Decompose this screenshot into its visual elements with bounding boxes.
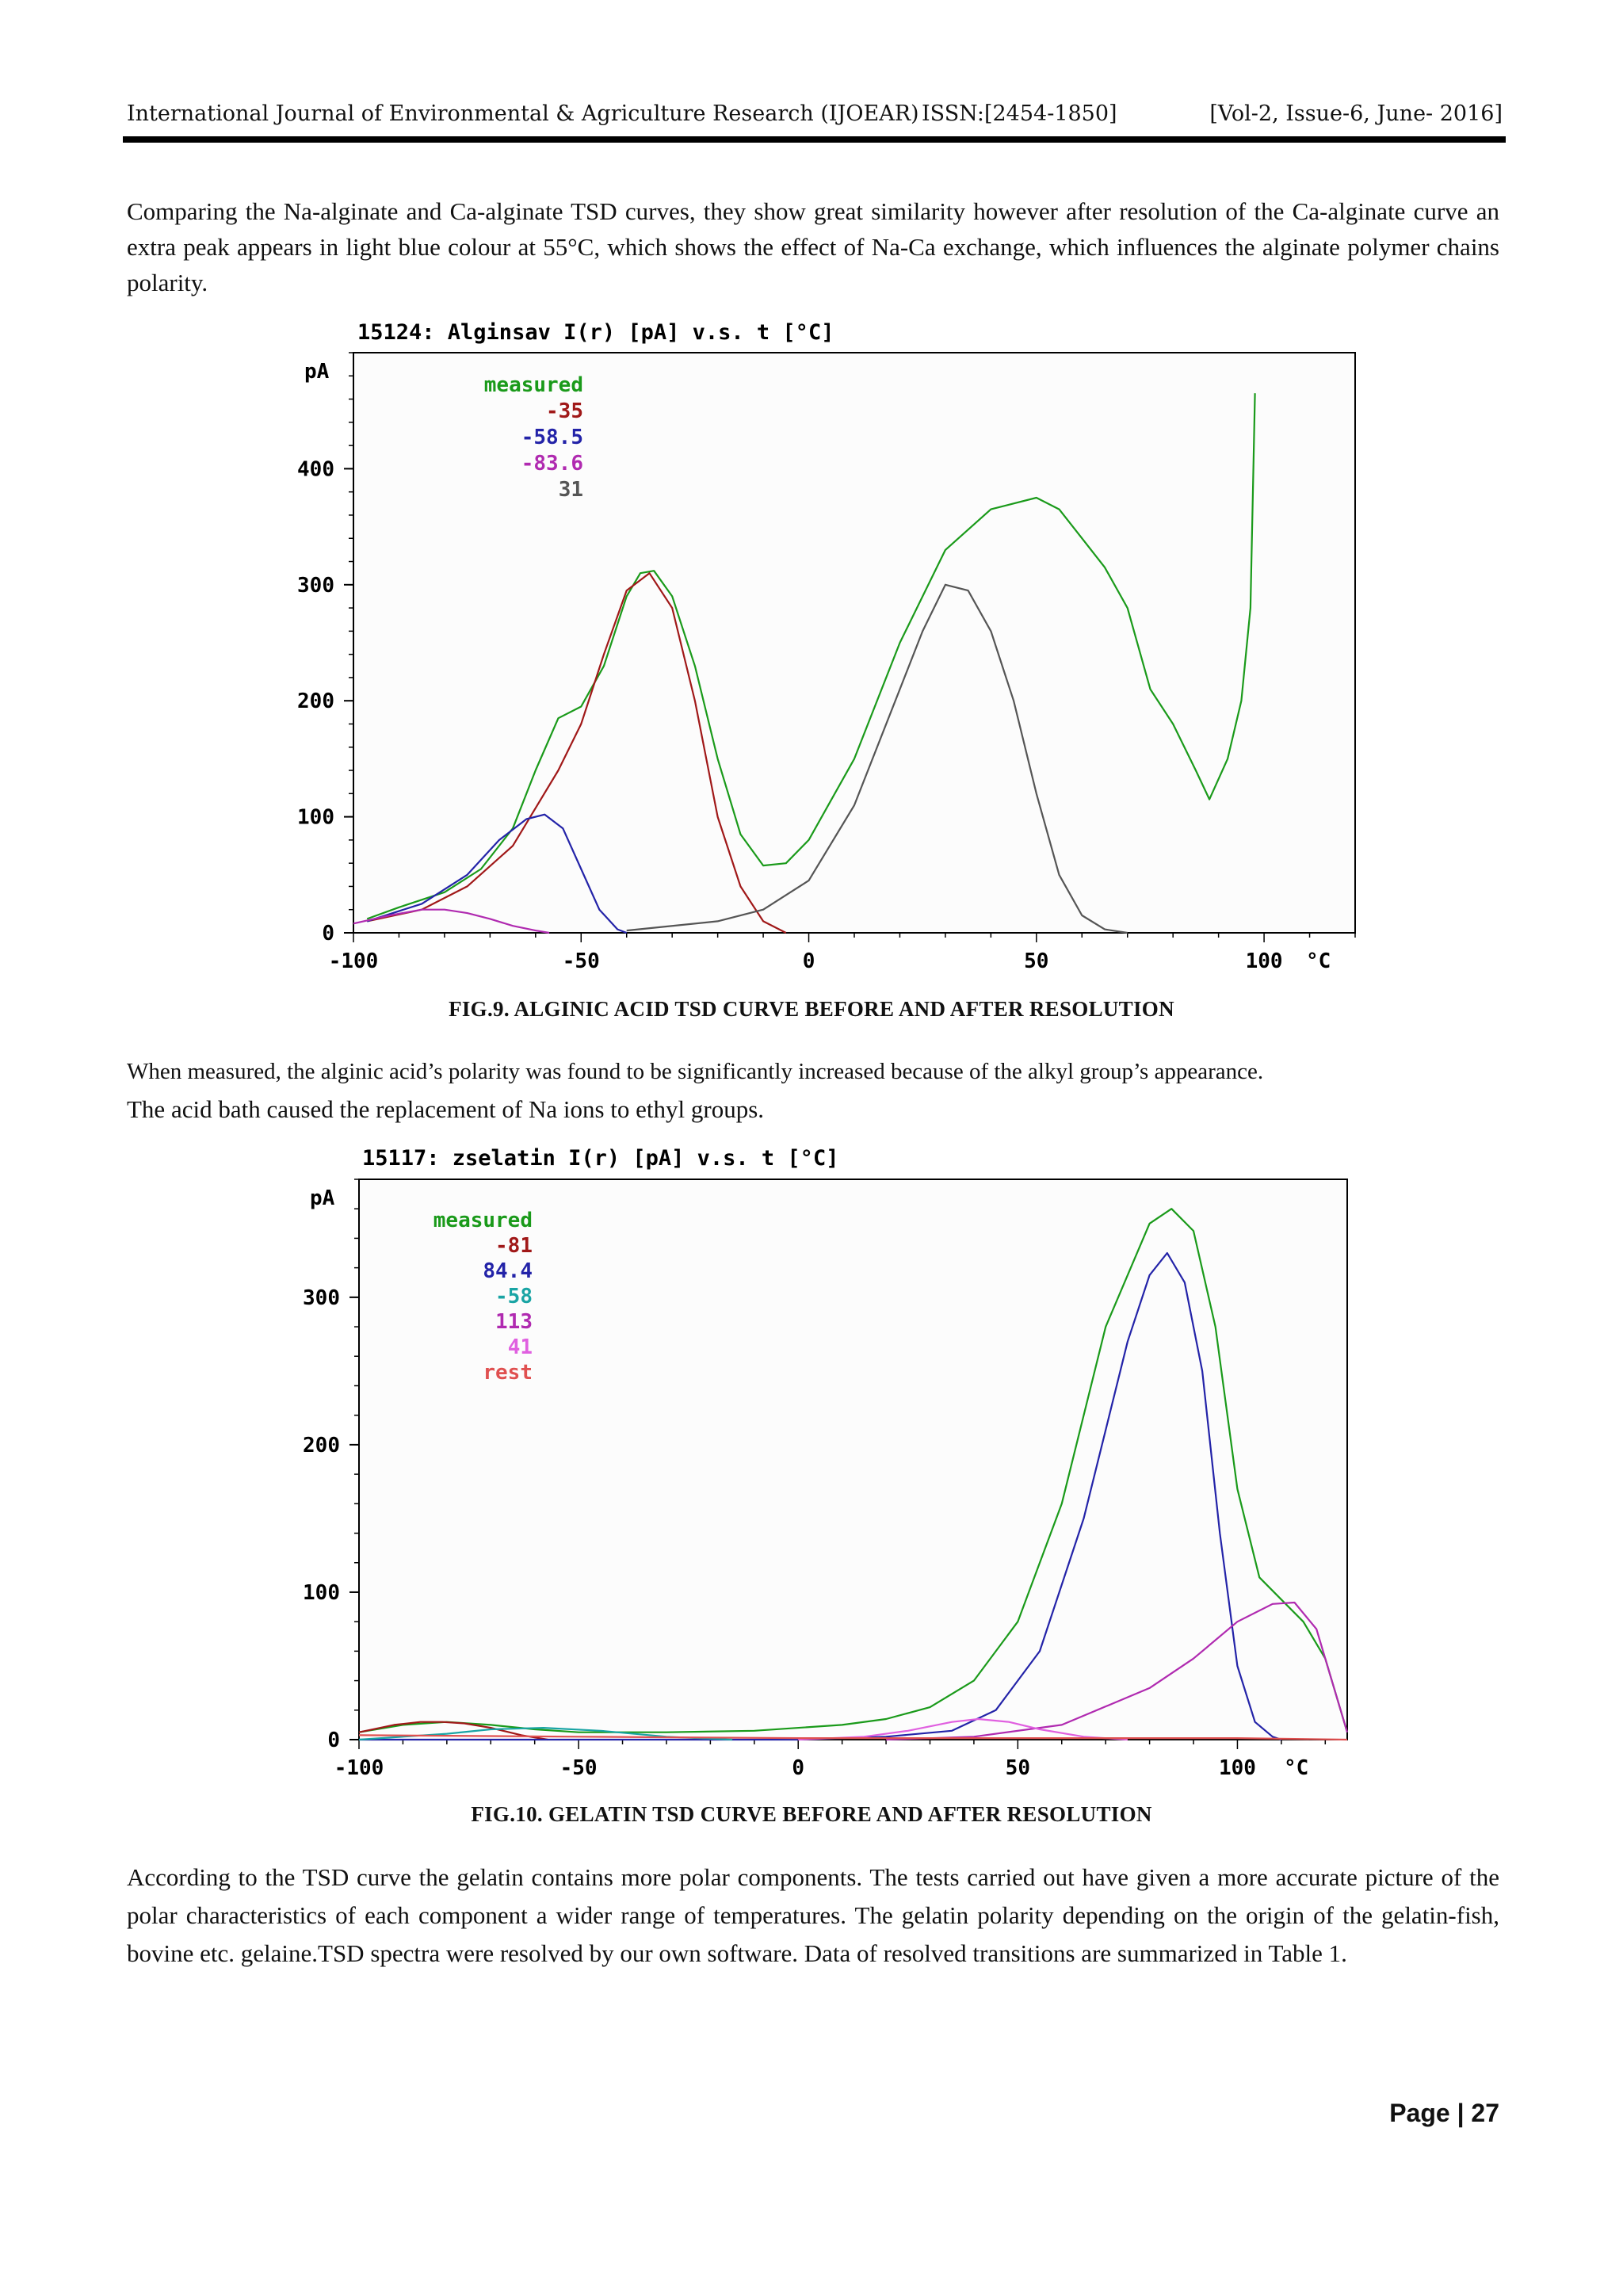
series-line-4 <box>886 1601 1349 1741</box>
x-tick-label: 100 <box>1219 1756 1256 1780</box>
x-tick-label: -100 <box>329 949 379 973</box>
legend-entry: 84.4 <box>483 1259 533 1283</box>
series-line-0 <box>366 393 1256 920</box>
volume-info: [Vol-2, Issue-6, June- 2016] <box>1209 101 1503 126</box>
y-tick-label: 0 <box>322 922 334 946</box>
y-tick-label: 100 <box>297 806 334 830</box>
y-tick-label: 300 <box>297 574 334 598</box>
plot-frame <box>353 352 1356 934</box>
series-line-3 <box>353 908 550 934</box>
x-tick-label: 50 <box>1006 1756 1030 1780</box>
paragraph-3: According to the TSD curve the gelatin c… <box>127 1863 1499 1967</box>
x-tick-label: -50 <box>560 1756 598 1780</box>
page-number: Page | 27 <box>1389 2099 1499 2127</box>
legend-entry: 113 <box>495 1310 533 1334</box>
y-tick-label: 100 <box>303 1581 340 1605</box>
legend-entry: -58.5 <box>521 426 583 449</box>
x-axis-unit: °C <box>1306 949 1331 973</box>
y-tick-label: 0 <box>327 1729 340 1752</box>
series-line-1 <box>358 1721 548 1741</box>
chart-alginic-acid: 15124: Alginsav I(r) [pA] v.s. t [°C] pA 0… <box>297 320 1356 973</box>
x-tick-label: 0 <box>803 949 815 973</box>
series-line-4 <box>626 583 1128 934</box>
y-axis-label: pA <box>304 360 330 384</box>
series-line-5 <box>798 1717 1128 1741</box>
legend-entry: -58 <box>495 1285 533 1308</box>
legend-entry: rest <box>483 1361 533 1385</box>
plot-frame <box>358 1179 1348 1740</box>
header-rule <box>123 136 1506 143</box>
legend-entry: 41 <box>508 1335 533 1359</box>
running-header: International Journal of Environmental &… <box>127 101 1503 128</box>
series-line-0 <box>358 1208 1349 1733</box>
legend-entry: 31 <box>559 478 583 502</box>
x-tick-label: 0 <box>792 1756 804 1780</box>
legend-entry: measured <box>433 1209 533 1232</box>
x-tick-label: 50 <box>1024 949 1048 973</box>
chart-gelatin: 15117: zselatin I(r) [pA] v.s. t [°C] pA 0… <box>303 1146 1349 1780</box>
paragraph-1: Comparing the Na-alginate and Ca-alginat… <box>127 197 1499 296</box>
series-line-6 <box>358 1734 1348 1741</box>
y-tick-label: 400 <box>297 457 334 481</box>
legend-entry: -81 <box>495 1234 533 1258</box>
legend-entry: -35 <box>546 399 583 423</box>
y-tick-label: 200 <box>297 690 334 713</box>
y-tick-label: 200 <box>303 1434 340 1457</box>
x-tick-label: -100 <box>334 1756 384 1780</box>
y-tick-label: 300 <box>303 1286 340 1310</box>
journal-name: International Journal of Environmental &… <box>127 101 919 126</box>
y-axis-label: pA <box>310 1186 335 1210</box>
paragraph-2a: When measured, the alginic acid’s polari… <box>127 1059 1264 1084</box>
series-line-2 <box>359 1251 1282 1741</box>
legend-entry: measured <box>484 373 583 397</box>
x-tick-label: -50 <box>563 949 600 973</box>
chart-title: 15124: Alginsav I(r) [pA] v.s. t [°C] <box>357 320 834 345</box>
figure-10-caption-text: FIG.10. GELATIN TSD CURVE BEFORE AND AFT… <box>471 1802 1152 1826</box>
issn: ISSN:[2454-1850] <box>922 101 1117 126</box>
figure-10-caption: FIG.10. GELATIN TSD CURVE BEFORE AND AFT… <box>0 1802 1623 1827</box>
x-tick-label: 100 <box>1246 949 1283 973</box>
legend-entry: -83.6 <box>521 452 583 476</box>
series-line-1 <box>366 572 787 934</box>
chart-title: 15117: zselatin I(r) [pA] v.s. t [°C] <box>362 1146 838 1171</box>
x-axis-unit: °C <box>1284 1756 1308 1780</box>
figure-9-caption: FIG.9. ALGINIC ACID TSD CURVE BEFORE AND… <box>0 997 1623 1022</box>
series-line-2 <box>366 813 628 934</box>
paragraph-2b: The acid bath caused the replacement of … <box>127 1095 765 1123</box>
figure-9-caption-text: FIG.9. ALGINIC ACID TSD CURVE BEFORE AND… <box>449 997 1174 1021</box>
